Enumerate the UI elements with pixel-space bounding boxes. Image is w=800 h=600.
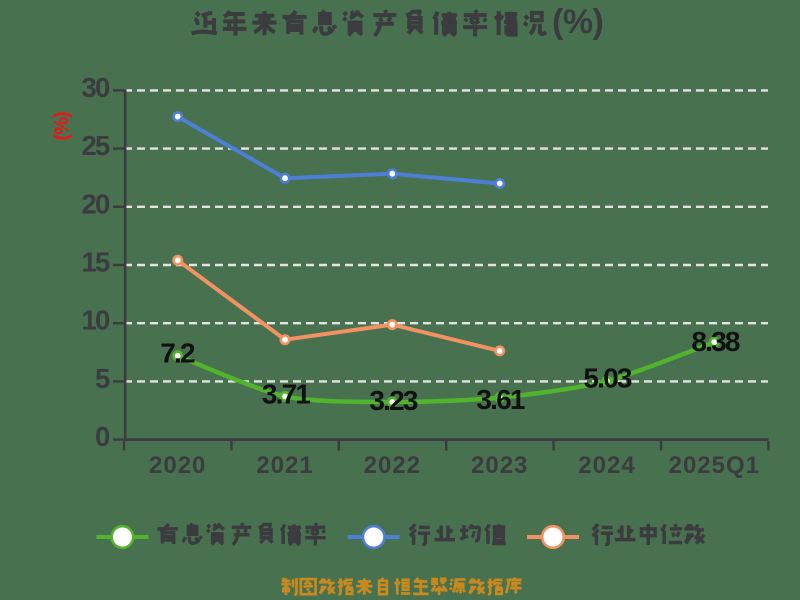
svg-text:3.23: 3.23 (369, 385, 418, 416)
svg-text:7.2: 7.2 (160, 337, 195, 368)
svg-text:3.61: 3.61 (476, 384, 525, 415)
svg-text:30: 30 (82, 72, 110, 103)
svg-text:10: 10 (82, 305, 110, 336)
svg-text:15: 15 (82, 247, 110, 278)
svg-text:8.38: 8.38 (691, 326, 740, 357)
svg-text:5: 5 (95, 363, 110, 394)
svg-text:2023: 2023 (471, 452, 528, 479)
svg-text:0: 0 (95, 421, 110, 452)
svg-text:25: 25 (82, 130, 110, 161)
svg-text:2020: 2020 (149, 452, 206, 479)
svg-text:3.71: 3.71 (262, 378, 311, 409)
svg-text:(%): (%) (51, 112, 73, 140)
svg-text:2025Q1: 2025Q1 (669, 452, 760, 479)
svg-text:2024: 2024 (578, 452, 635, 479)
svg-text:20: 20 (82, 188, 110, 219)
svg-text:(%): (%) (552, 3, 603, 41)
svg-text:2021: 2021 (256, 452, 313, 479)
svg-text:2022: 2022 (364, 452, 421, 479)
svg-text:5.03: 5.03 (583, 363, 632, 394)
